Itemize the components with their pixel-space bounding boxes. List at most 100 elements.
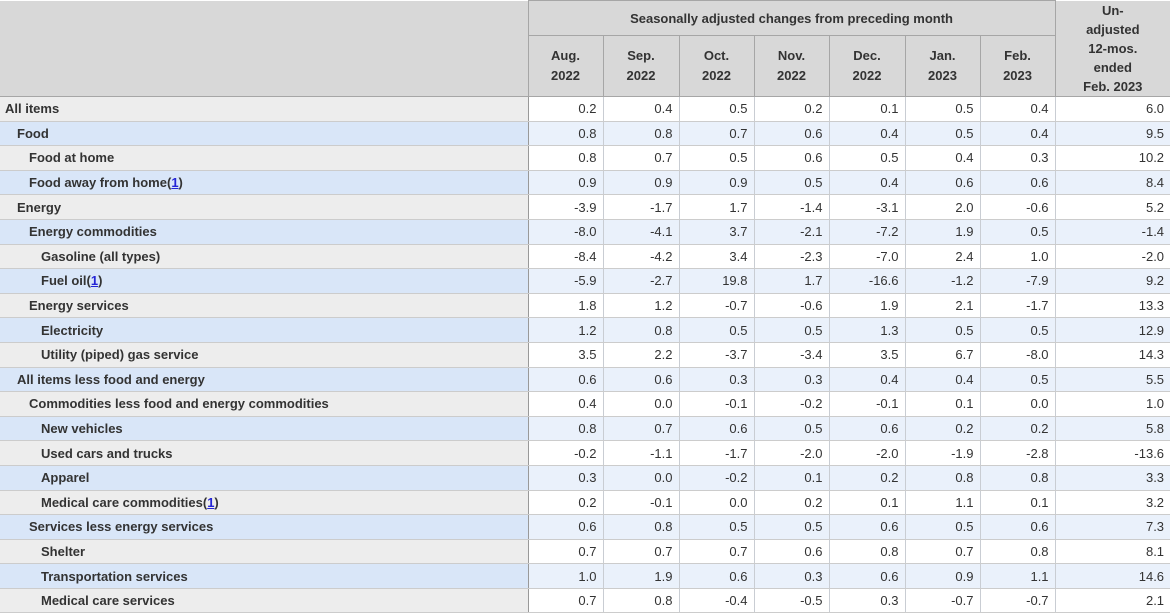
value-cell: 0.2	[980, 416, 1056, 442]
row-label: Energy	[17, 199, 62, 215]
value-cell: -2.7	[603, 268, 680, 294]
value-cell: 6.0	[1055, 96, 1170, 122]
value-cell: 7.3	[1055, 514, 1170, 540]
table-row: Food at home 0.8 0.7 0.5 0.6 0.5 0.4 0.3…	[0, 145, 1170, 171]
value-cell: 0.8	[829, 539, 906, 565]
value-cell: 3.2	[1055, 490, 1170, 516]
value-cell: 0.7	[679, 539, 755, 565]
row-label-cell: All items less food and energy	[0, 367, 529, 393]
footnote-link[interactable]: 1	[90, 273, 99, 289]
table-row: Energy services 1.8 1.2 -0.7 -0.6 1.9 2.…	[0, 293, 1170, 319]
value-cell: 1.0	[980, 244, 1056, 270]
value-cell: 0.7	[528, 539, 604, 565]
value-cell: 1.9	[603, 563, 680, 589]
value-cell: 0.0	[603, 391, 680, 417]
value-cell: -13.6	[1055, 440, 1170, 466]
row-label: Commodities less food and energy commodi…	[29, 396, 329, 412]
value-cell: 1.7	[679, 194, 755, 220]
value-cell: 1.9	[905, 219, 981, 245]
value-cell: 0.4	[905, 145, 981, 171]
row-label-cell: Services less energy services	[0, 514, 529, 540]
row-label-cell: New vehicles	[0, 416, 529, 442]
value-cell: 5.2	[1055, 194, 1170, 220]
value-cell: 0.6	[603, 367, 680, 393]
value-cell: 1.1	[905, 490, 981, 516]
row-label: Medical care commodities	[41, 494, 203, 510]
month-header-sep-2022: Sep. 2022	[602, 35, 680, 97]
value-cell: -2.0	[829, 440, 906, 466]
value-cell: -2.3	[754, 244, 830, 270]
value-cell: 8.4	[1055, 170, 1170, 196]
row-label: Energy services	[29, 298, 129, 314]
value-cell: 0.5	[905, 514, 981, 540]
value-cell: -8.0	[980, 342, 1056, 368]
row-label-cell: Commodities less food and energy commodi…	[0, 391, 529, 417]
value-cell: 3.4	[679, 244, 755, 270]
value-cell: 0.1	[980, 490, 1056, 516]
value-cell: 0.9	[679, 170, 755, 196]
value-cell: 0.6	[980, 170, 1056, 196]
value-cell: 0.8	[603, 514, 680, 540]
footnote-link[interactable]: 1	[207, 494, 215, 510]
value-cell: 0.2	[829, 465, 906, 491]
value-cell: 1.2	[603, 293, 680, 319]
row-label-cell: Shelter	[0, 539, 529, 565]
footnote-link[interactable]: 1	[171, 175, 179, 191]
table-row: Energy -3.9 -1.7 1.7 -1.4 -3.1 2.0 -0.6 …	[0, 194, 1170, 220]
month-header-feb-2023: Feb. 2023	[979, 35, 1056, 97]
value-cell: 0.4	[905, 367, 981, 393]
stub-header-cell	[0, 0, 529, 97]
value-cell: 6.7	[905, 342, 981, 368]
row-label: Utility (piped) gas service	[41, 347, 199, 363]
value-cell: -3.1	[829, 194, 906, 220]
value-cell: -16.6	[829, 268, 906, 294]
row-label-cell: Gasoline (all types)	[0, 244, 529, 270]
table-row: Medical care commodities(1) 0.2 -0.1 0.0…	[0, 490, 1170, 516]
value-cell: 2.1	[1055, 588, 1170, 613]
row-label: Services less energy services	[29, 519, 214, 535]
value-cell: 0.5	[905, 317, 981, 343]
table-body: All items 0.2 0.4 0.5 0.2 0.1 0.5 0.4 6.…	[0, 96, 1170, 613]
unadjusted-column-header: Un- adjusted 12-mos. ended Feb. 2023	[1054, 0, 1170, 97]
value-cell: 0.0	[980, 391, 1056, 417]
value-cell: -7.0	[829, 244, 906, 270]
value-cell: -3.9	[528, 194, 604, 220]
table-row: Energy commodities -8.0 -4.1 3.7 -2.1 -7…	[0, 219, 1170, 245]
value-cell: 0.9	[905, 563, 981, 589]
value-cell: 0.3	[829, 588, 906, 613]
table-row: All items less food and energy 0.6 0.6 0…	[0, 367, 1170, 393]
value-cell: 5.5	[1055, 367, 1170, 393]
value-cell: 0.8	[905, 465, 981, 491]
value-cell: 0.7	[679, 121, 755, 147]
row-label-cell: Energy	[0, 194, 529, 220]
value-cell: -0.1	[603, 490, 680, 516]
value-cell: -3.4	[754, 342, 830, 368]
value-cell: 0.7	[603, 416, 680, 442]
value-cell: 2.0	[905, 194, 981, 220]
row-label: New vehicles	[41, 421, 123, 437]
value-cell: 14.6	[1055, 563, 1170, 589]
value-cell: 0.5	[679, 317, 755, 343]
value-cell: 0.4	[829, 121, 906, 147]
value-cell: 0.6	[528, 514, 604, 540]
value-cell: 0.9	[528, 170, 604, 196]
value-cell: 9.5	[1055, 121, 1170, 147]
value-cell: 0.3	[754, 367, 830, 393]
table-row: Food 0.8 0.8 0.7 0.6 0.4 0.5 0.4 9.5	[0, 121, 1170, 147]
value-cell: -2.0	[754, 440, 830, 466]
value-cell: 0.7	[603, 539, 680, 565]
value-cell: 0.6	[528, 367, 604, 393]
month-header-aug-2022: Aug. 2022	[527, 35, 604, 97]
value-cell: 0.8	[528, 121, 604, 147]
value-cell: -2.8	[980, 440, 1056, 466]
row-label-cell: Medical care services	[0, 588, 529, 613]
table-row: Commodities less food and energy commodi…	[0, 391, 1170, 417]
value-cell: 0.3	[754, 563, 830, 589]
value-cell: 1.0	[528, 563, 604, 589]
month-header-dec-2022: Dec. 2022	[828, 35, 906, 97]
value-cell: -2.1	[754, 219, 830, 245]
row-label: Apparel	[41, 470, 90, 486]
value-cell: 0.2	[528, 96, 604, 122]
value-cell: 0.5	[754, 416, 830, 442]
table-row: Services less energy services 0.6 0.8 0.…	[0, 514, 1170, 540]
